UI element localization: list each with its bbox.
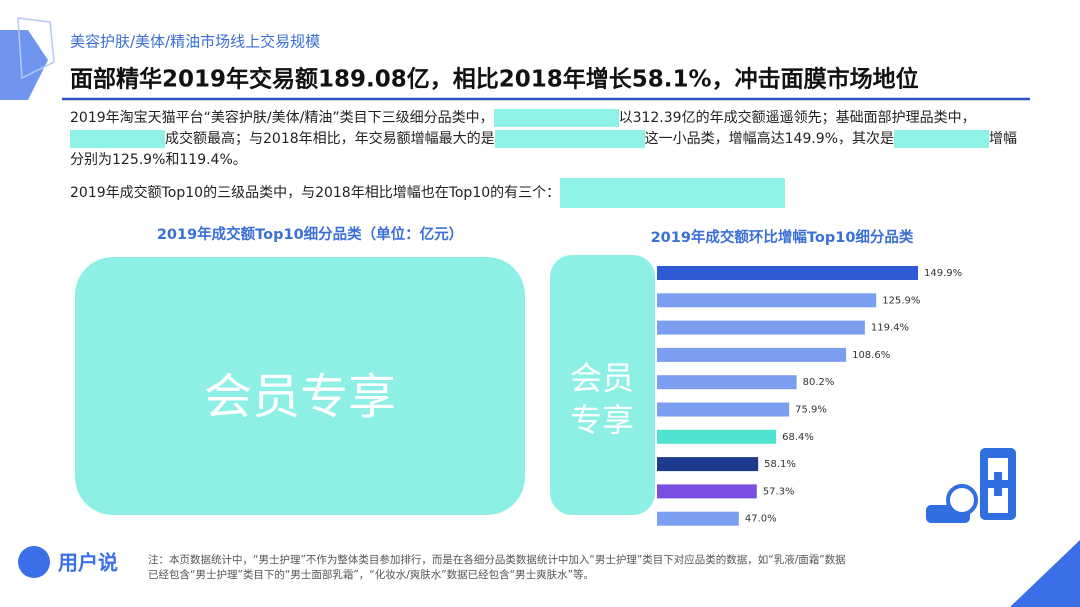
- value-label: 47.0%: [745, 514, 777, 525]
- bar: [657, 429, 777, 444]
- logo-text: 用户说: [58, 551, 118, 575]
- left-chart-title: 2019年成交额Top10细分品类（单位：亿元）: [157, 225, 463, 243]
- value-label: 57.3%: [763, 486, 795, 497]
- text: 2019年淘宝天猫平台“美容护肤/美体/精油”类目下三级细分品类中，: [70, 110, 494, 126]
- bar-chart: 149.9% 125.9% 119.4% 108.6% 80.2% 75.9% 68.4% 5…: [657, 266, 962, 526]
- overlay-text: 专享: [570, 401, 634, 439]
- bar: [657, 375, 797, 390]
- value-label: 119.4%: [871, 323, 909, 334]
- mask: [493, 109, 619, 127]
- logo-mark: [18, 546, 50, 578]
- mask: [70, 130, 165, 148]
- value-label: 149.9%: [924, 268, 962, 279]
- mask: [494, 130, 645, 148]
- value-label: 80.2%: [803, 377, 835, 388]
- corner-shape: [0, 30, 48, 100]
- text: 增幅分别为125.9%和119.4%。: [70, 131, 1018, 168]
- chart-title: 2019年成交额环比增幅Top10细分品类: [651, 228, 914, 246]
- slide-title: 面部精华2019年交易额189.08亿，相比2018年增长58.1%，冲击面膜市…: [70, 66, 919, 93]
- value-label: 108.6%: [852, 350, 890, 361]
- mask: [560, 178, 786, 208]
- text: 这一小品类，增幅高达149.9%，其次是: [644, 131, 895, 147]
- paragraph: 2019年淘宝天猫平台“美容护肤/美体/精油”类目下三级细分品类中， 以312.3…: [70, 108, 1030, 171]
- mask: [894, 130, 990, 148]
- bar: [657, 320, 865, 335]
- bar: [657, 293, 877, 308]
- icon-lid: [946, 484, 978, 516]
- corner-triangle: [1010, 540, 1080, 607]
- bar: [657, 457, 759, 472]
- value-label: 125.9%: [882, 295, 920, 306]
- value-label: 58.1%: [764, 459, 796, 470]
- footnote: 注：本页数据统计中，“男士护理”不作为整体类目参加排行，而是在各细分品类数据统计…: [148, 553, 846, 566]
- bar: [657, 266, 918, 280]
- overlay-text: 会员专享: [204, 369, 396, 425]
- text: 以312.39亿的年成交额遥遥领先；基础面部护理品类中，: [618, 110, 976, 126]
- section-label: 美容护肤/美体/精油市场线上交易规模: [70, 33, 320, 51]
- bar: [657, 484, 757, 499]
- overlay-left: [75, 257, 525, 515]
- icon-cross: [986, 472, 1010, 496]
- text: 成交额最高；与2018年相比，年交易额增幅最大的是: [165, 131, 495, 147]
- bar: [657, 347, 847, 362]
- value-label: 75.9%: [795, 405, 827, 416]
- text: 2019年成交额Top10的三级品类中，与2018年相比增幅也在Top10的有三…: [70, 185, 561, 201]
- bar: [657, 511, 739, 526]
- overlay-right: [550, 255, 655, 515]
- value-label: 68.4%: [782, 432, 814, 443]
- corner-outline: [17, 17, 55, 80]
- paragraph: 2019年成交额Top10的三级品类中，与2018年相比增幅也在Top10的有三…: [70, 178, 1030, 208]
- footnote: 已经包含“男士护理”类目下的“男士面部乳霜”，“化妆水/爽肤水”数据已经包含“男…: [148, 568, 594, 581]
- overlay-text: 会员: [570, 359, 634, 397]
- bar: [657, 402, 790, 417]
